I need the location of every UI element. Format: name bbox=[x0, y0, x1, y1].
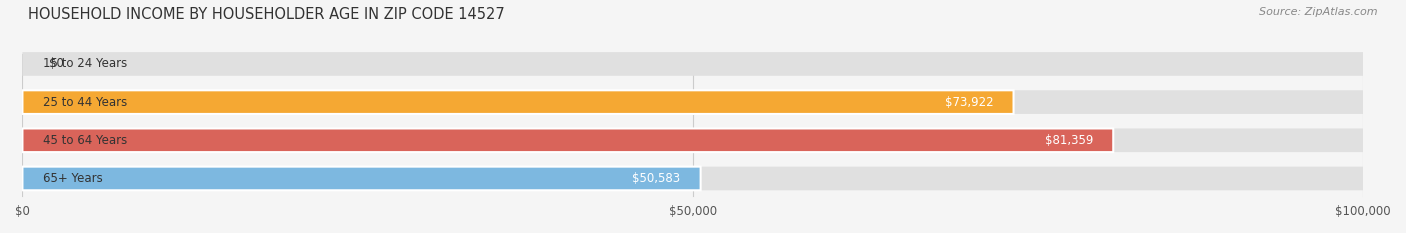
FancyBboxPatch shape bbox=[22, 90, 1014, 114]
Text: 25 to 44 Years: 25 to 44 Years bbox=[42, 96, 127, 109]
Text: $0: $0 bbox=[49, 58, 65, 70]
Text: 45 to 64 Years: 45 to 64 Years bbox=[42, 134, 127, 147]
Text: $73,922: $73,922 bbox=[945, 96, 994, 109]
FancyBboxPatch shape bbox=[22, 128, 1364, 152]
FancyBboxPatch shape bbox=[22, 52, 1364, 76]
FancyBboxPatch shape bbox=[22, 167, 1364, 190]
Text: $50,583: $50,583 bbox=[633, 172, 681, 185]
Text: 15 to 24 Years: 15 to 24 Years bbox=[42, 58, 127, 70]
Text: Source: ZipAtlas.com: Source: ZipAtlas.com bbox=[1260, 7, 1378, 17]
Text: 65+ Years: 65+ Years bbox=[42, 172, 103, 185]
FancyBboxPatch shape bbox=[22, 128, 1114, 152]
Text: HOUSEHOLD INCOME BY HOUSEHOLDER AGE IN ZIP CODE 14527: HOUSEHOLD INCOME BY HOUSEHOLDER AGE IN Z… bbox=[28, 7, 505, 22]
Text: $81,359: $81,359 bbox=[1045, 134, 1092, 147]
FancyBboxPatch shape bbox=[22, 90, 1364, 114]
FancyBboxPatch shape bbox=[22, 167, 700, 190]
